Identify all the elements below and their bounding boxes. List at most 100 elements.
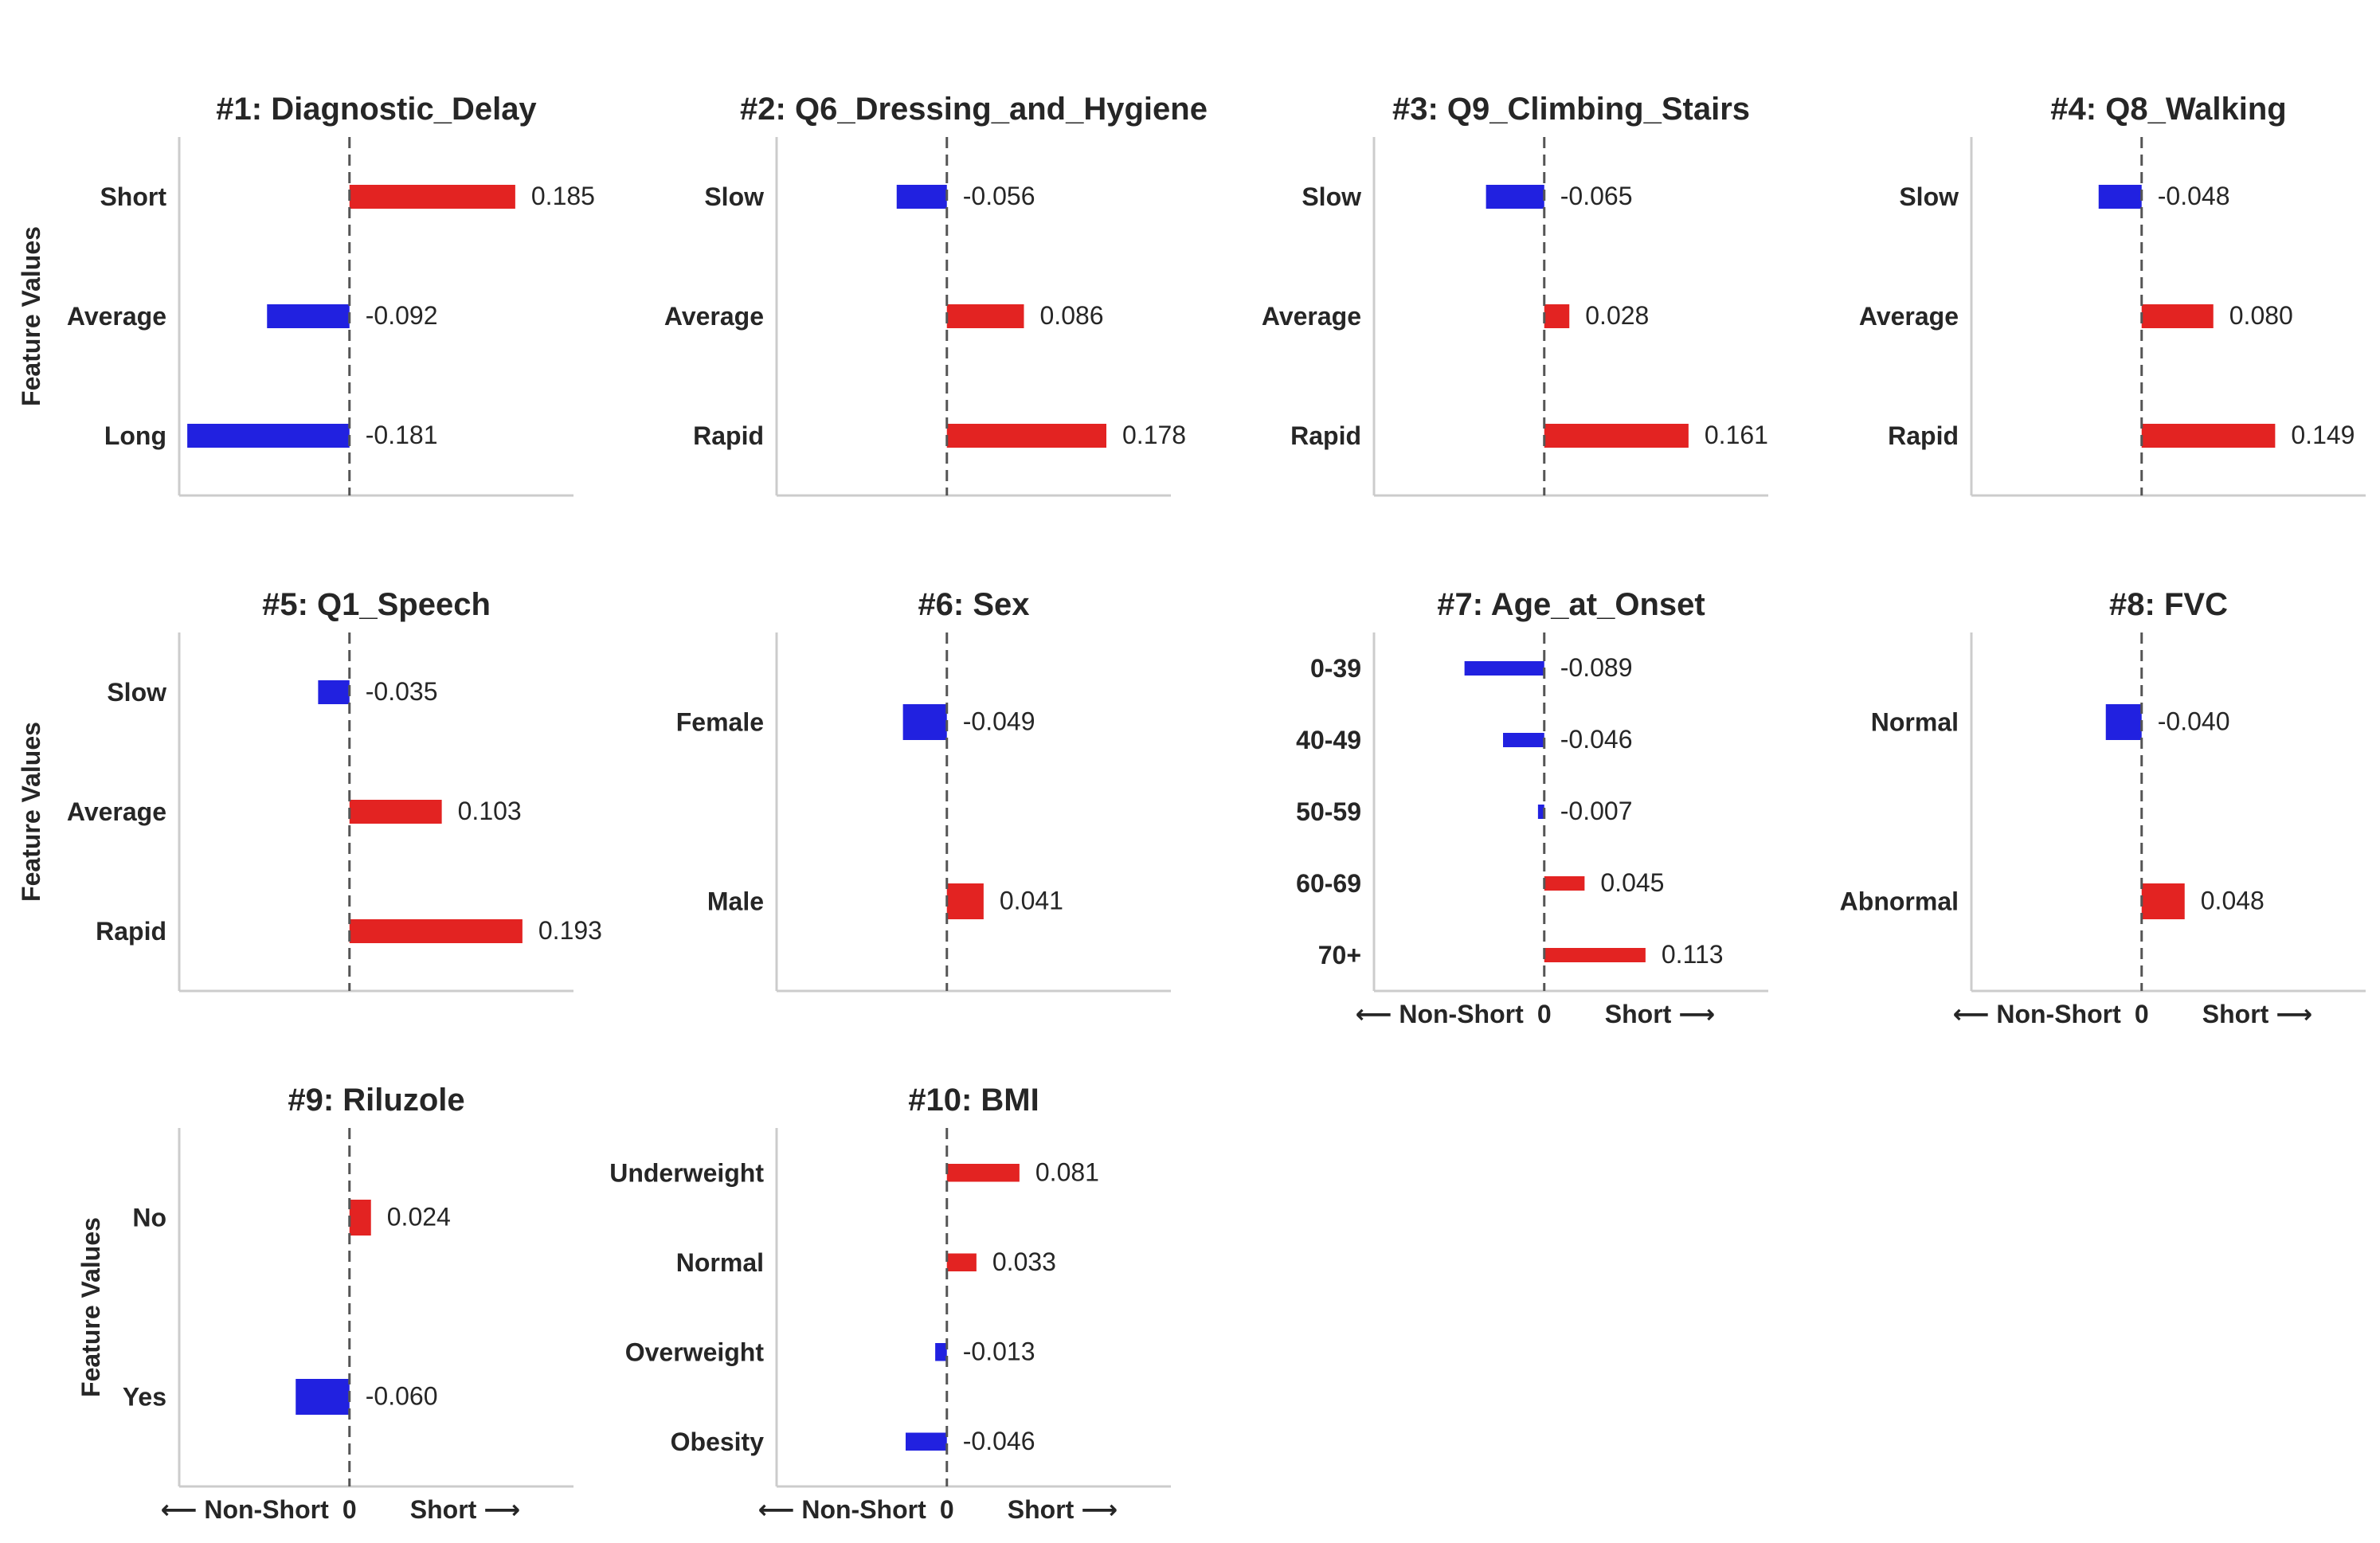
category-label: Female [676,708,764,737]
panel-title: #2: Q6_Dressing_and_Hygiene [740,92,1208,127]
bar [1486,185,1544,209]
value-label: 0.193 [538,916,602,945]
value-label: 0.033 [992,1247,1056,1276]
bar [2098,185,2142,209]
category-label: 40-49 [1296,726,1361,754]
category-label: 0-39 [1310,654,1361,683]
category-label: 70+ [1318,941,1361,969]
panel-title: #9: Riluzole [288,1083,464,1118]
category-label: Male [707,887,764,916]
bar [946,424,1106,448]
bar [1537,805,1544,819]
value-label: -0.089 [1560,653,1633,682]
panel-4: #4: Q8_Walking Slow -0.048 Average 0.080 Rapi… [1859,92,2366,497]
value-label: 0.081 [1035,1157,1099,1186]
y-axis-label: Feature Values [76,1217,105,1397]
value-label: 0.045 [1600,868,1664,897]
panel-7: #7: Age_at_Onset 0-39 -0.089 40-49 -0.046 50-… [1296,587,1768,1028]
bar [896,185,947,209]
panel-1: #1: Diagnostic_Delay Short 0.185 Average -0.… [17,92,595,497]
category-label: Long [104,421,166,450]
bar [318,680,350,704]
panel-title: #8: FVC [2109,587,2228,622]
category-label: Slow [107,678,166,707]
category-label: Slow [704,182,764,211]
value-label: 0.041 [1000,887,1063,915]
value-label: 0.185 [531,182,595,210]
category-label: Slow [1899,182,1959,211]
panel-title: #5: Q1_Speech [262,587,491,622]
bar [946,1253,977,1271]
bar [349,1200,371,1236]
category-label: Average [1262,302,1361,331]
value-label: 0.178 [1122,421,1186,449]
panel-title: #6: Sex [918,587,1029,622]
value-label: 0.113 [1662,940,1724,969]
bar [2141,883,2185,919]
x-tick-zero: 0 [2135,1000,2149,1028]
x-tick-zero: 0 [1537,1000,1552,1028]
value-label: -0.065 [1560,182,1633,210]
value-label: 0.103 [458,797,522,825]
bar [267,304,350,328]
value-label: 0.048 [2201,887,2265,915]
bar [349,800,442,824]
panel-title: #7: Age_at_Onset [1437,587,1705,622]
category-label: 60-69 [1296,869,1361,898]
category-label: Overweight [625,1337,765,1366]
value-label: 0.028 [1585,301,1649,330]
y-axis-label: Feature Values [17,722,45,902]
bar [946,883,984,919]
panel-9: #9: Riluzole No 0.024 Yes -0.060 Feature Valu… [76,1083,573,1524]
value-label: -0.181 [366,421,438,449]
x-tick-zero: 0 [940,1495,954,1524]
value-label: 0.149 [2291,421,2355,449]
value-label: -0.035 [366,677,438,706]
bar [902,704,947,740]
category-label: Rapid [1290,421,1361,450]
value-label: 0.161 [1705,421,1768,449]
x-tick-non-short: ⟵ Non-Short [758,1495,927,1524]
category-label: Underweight [609,1158,764,1187]
bar [2105,704,2142,740]
value-label: -0.049 [963,707,1035,736]
value-label: -0.056 [963,182,1035,210]
panel-title: #10: BMI [908,1083,1039,1118]
panel-5: #5: Q1_Speech Slow -0.035 Average 0.103 Rapid… [17,587,602,993]
bar [296,1379,350,1415]
value-label: -0.046 [963,1427,1035,1455]
bar [906,1432,947,1451]
category-label: Abnormal [1840,887,1959,916]
value-label: 0.086 [1040,301,1104,330]
value-label: -0.040 [2158,707,2230,736]
category-label: Rapid [1888,421,1959,450]
bar [935,1343,947,1361]
value-label: -0.048 [2158,182,2230,210]
panel-title: #4: Q8_Walking [2050,92,2286,127]
category-label: 50-59 [1296,797,1361,826]
bar [1544,948,1646,962]
panel-title: #3: Q9_Climbing_Stairs [1392,92,1750,127]
category-label: Average [67,302,166,331]
panel-8: #8: FVC Normal -0.040 Abnormal 0.048 ⟵ Non-Sh… [1840,587,2366,1028]
x-tick-non-short: ⟵ Non-Short [1953,1000,2122,1028]
bar [1503,733,1544,747]
x-tick-non-short: ⟵ Non-Short [1356,1000,1525,1028]
x-tick-non-short: ⟵ Non-Short [161,1495,330,1524]
value-label: 0.080 [2229,301,2293,330]
bar [946,304,1024,328]
category-label: Average [67,797,166,826]
category-label: Obesity [671,1427,765,1456]
bar [187,424,350,448]
bar [2141,304,2214,328]
value-label: 0.024 [387,1203,451,1232]
value-label: -0.060 [366,1382,438,1411]
panel-title: #1: Diagnostic_Delay [216,92,537,127]
bar [1544,304,1570,328]
y-axis-label: Feature Values [17,226,45,406]
category-label: Normal [676,1248,764,1277]
panel-3: #3: Q9_Climbing_Stairs Slow -0.065 Average 0… [1262,92,1768,497]
category-label: Short [100,182,166,211]
panel-2: #2: Q6_Dressing_and_Hygiene Slow -0.056 Ave… [664,92,1208,497]
